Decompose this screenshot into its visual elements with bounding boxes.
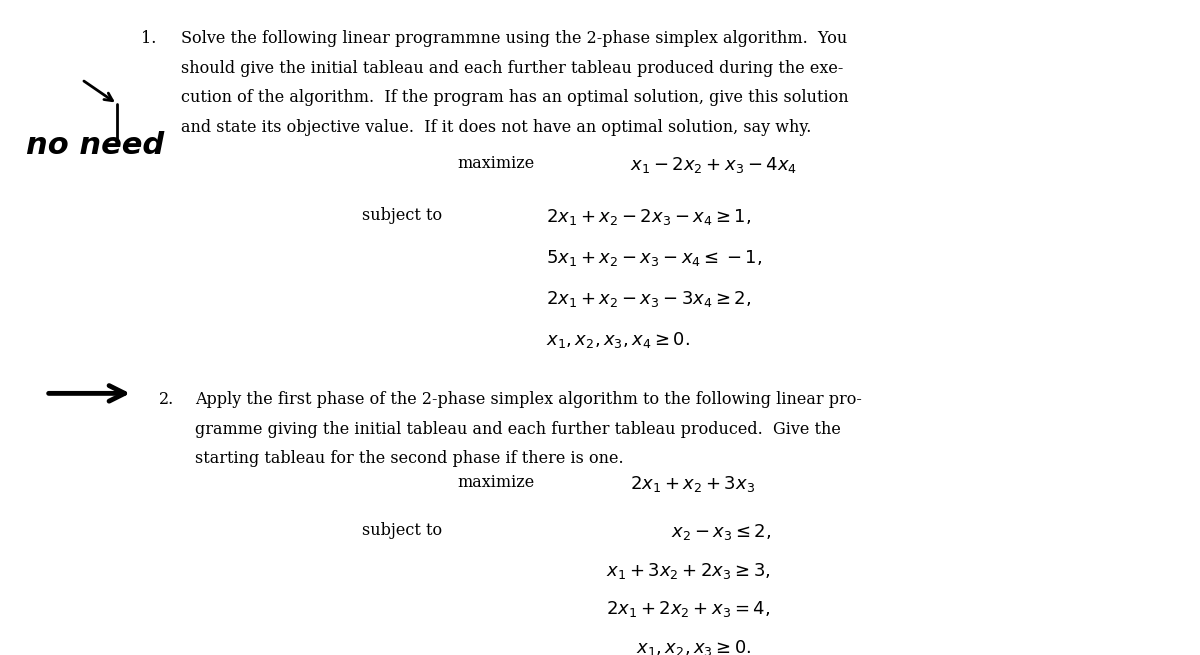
Text: $x_1 - 2x_2 + x_3 - 4x_4$: $x_1 - 2x_2 + x_3 - 4x_4$ <box>630 155 797 176</box>
Text: $2x_1 + x_2 + 3x_3$: $2x_1 + x_2 + 3x_3$ <box>630 474 755 494</box>
Text: $x_2 - x_3 \leq 2,$: $x_2 - x_3 \leq 2,$ <box>672 522 772 542</box>
Text: maximize: maximize <box>457 155 534 172</box>
Text: $5x_1 + x_2 - x_3 - x_4 \leq -1,$: $5x_1 + x_2 - x_3 - x_4 \leq -1,$ <box>546 248 762 268</box>
Text: 2.: 2. <box>160 391 174 408</box>
Text: $2x_1 + x_2 - 2x_3 - x_4 \geq 1,$: $2x_1 + x_2 - 2x_3 - x_4 \geq 1,$ <box>546 207 751 227</box>
Text: no need: no need <box>25 131 164 160</box>
Text: gramme giving the initial tableau and each further tableau produced.  Give the: gramme giving the initial tableau and ea… <box>194 421 841 438</box>
Text: should give the initial tableau and each further tableau produced during the exe: should give the initial tableau and each… <box>180 60 842 77</box>
Text: $x_1 + 3x_2 + 2x_3 \geq 3,$: $x_1 + 3x_2 + 2x_3 \geq 3,$ <box>606 561 770 580</box>
Text: subject to: subject to <box>361 522 442 539</box>
Text: Apply the first phase of the 2-phase simplex algorithm to the following linear p: Apply the first phase of the 2-phase sim… <box>194 391 862 408</box>
Text: and state its objective value.  If it does not have an optimal solution, say why: and state its objective value. If it doe… <box>180 119 811 136</box>
Text: starting tableau for the second phase if there is one.: starting tableau for the second phase if… <box>194 451 624 468</box>
Text: 1.: 1. <box>142 30 156 47</box>
Text: $x_1, x_2, x_3 \geq 0.$: $x_1, x_2, x_3 \geq 0.$ <box>636 638 751 655</box>
Text: subject to: subject to <box>361 207 442 224</box>
Text: cution of the algorithm.  If the program has an optimal solution, give this solu: cution of the algorithm. If the program … <box>180 89 848 106</box>
Text: $2x_1 + x_2 - x_3 - 3x_4 \geq 2,$: $2x_1 + x_2 - x_3 - 3x_4 \geq 2,$ <box>546 289 751 309</box>
Text: Solve the following linear programmne using the 2-phase simplex algorithm.  You: Solve the following linear programmne us… <box>180 30 847 47</box>
Text: $x_1, x_2, x_3, x_4 \geq 0.$: $x_1, x_2, x_3, x_4 \geq 0.$ <box>546 330 690 350</box>
Text: maximize: maximize <box>457 474 534 491</box>
Text: $2x_1 + 2x_2 + x_3 = 4,$: $2x_1 + 2x_2 + x_3 = 4,$ <box>606 599 770 620</box>
